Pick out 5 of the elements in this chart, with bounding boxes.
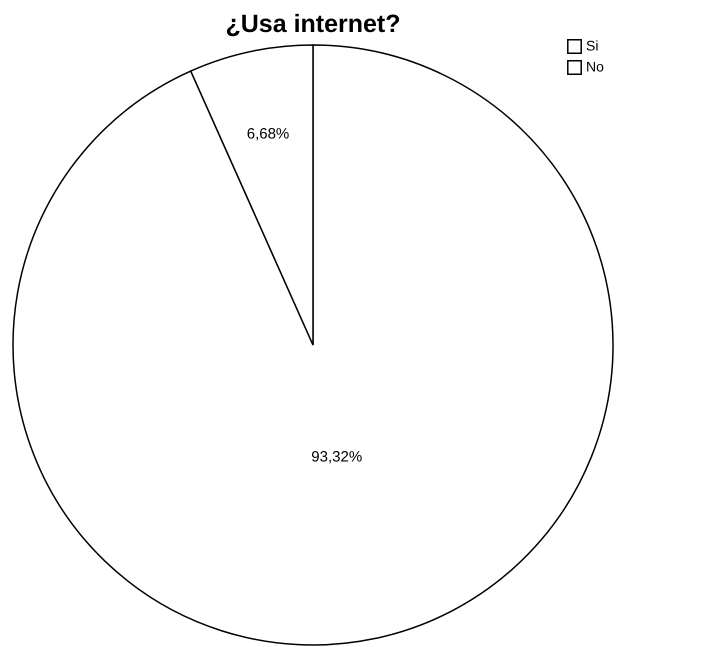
data-label: 6,68% — [246, 126, 290, 143]
data-label: 93,32% — [311, 448, 362, 466]
legend-label: No — [586, 58, 604, 74]
legend-label: Si — [586, 38, 598, 54]
chart-title: ¿Usa internet? — [225, 10, 401, 38]
